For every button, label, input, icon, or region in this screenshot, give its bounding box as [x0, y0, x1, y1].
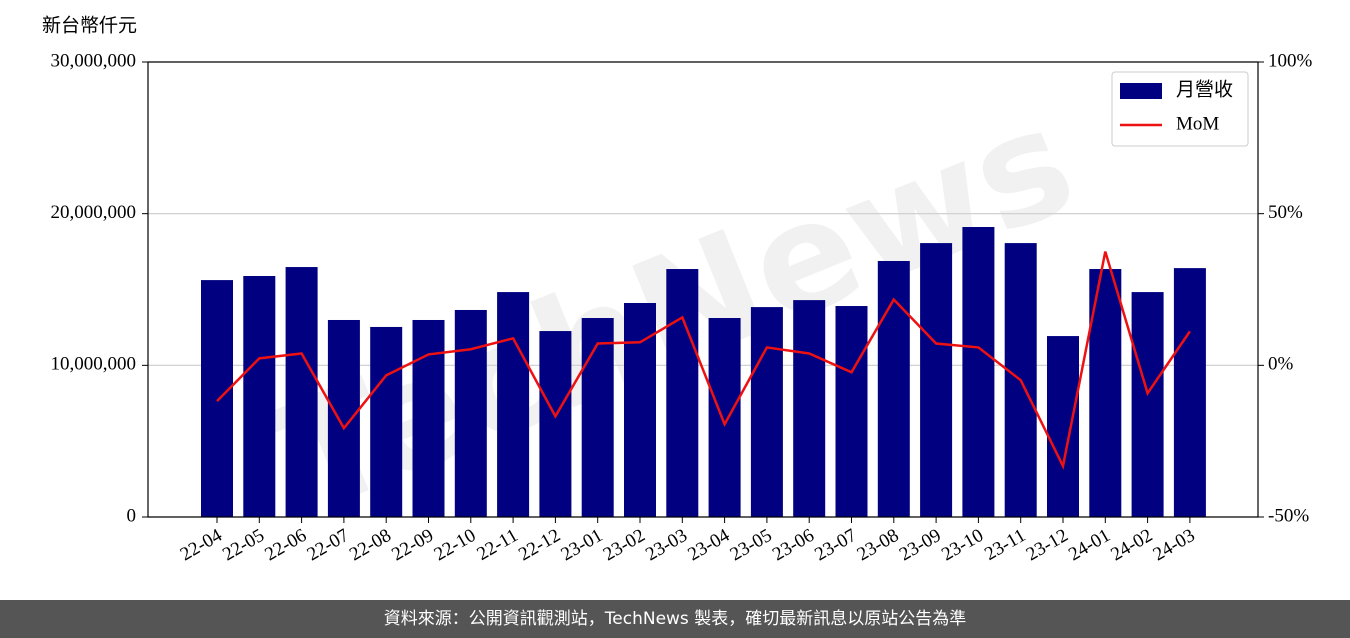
legend-label: MoM [1176, 113, 1219, 134]
bar [581, 318, 614, 517]
y-axis-label: 新台幣仟元 [42, 14, 137, 36]
y2-tick-label: 100% [1268, 50, 1313, 71]
x-tick-label: 23-03 [642, 525, 691, 565]
bar [877, 260, 910, 517]
x-tick-label: 23-01 [557, 525, 606, 565]
bar [962, 227, 995, 517]
bar [201, 280, 233, 517]
x-tick-label: 24-02 [1107, 525, 1156, 565]
y2-tick-label: -50% [1268, 505, 1309, 526]
footer: 資料來源：公開資訊觀測站，TechNews 製表，確切最新訊息以原站公告為準 [0, 600, 1350, 638]
x-tick-label: 23-05 [727, 525, 776, 565]
bar [750, 307, 783, 517]
line [216, 251, 1191, 470]
legend-label: 月營收 [1176, 78, 1233, 100]
x-tick-label: 22-11 [473, 525, 521, 565]
bar [285, 267, 318, 517]
x-tick-label: 23-04 [684, 525, 733, 566]
bar [412, 319, 445, 517]
x-tick-label: 22-04 [177, 525, 226, 566]
x-tick-label: 23-11 [981, 525, 1029, 565]
chart: 新台幣仟元 TechNews 010,000,00020,000,00030,0… [42, 14, 1313, 566]
bar [327, 319, 360, 517]
bar [539, 331, 572, 517]
y-tick-label: 10,000,000 [51, 354, 137, 375]
x-tick-label: 23-10 [938, 525, 987, 565]
x-tick-label: 22-06 [261, 525, 310, 565]
bar [1131, 292, 1164, 517]
x-tick-label: 22-10 [431, 525, 480, 565]
bar [1047, 336, 1079, 517]
bar [243, 276, 276, 517]
y-tick-label: 20,000,000 [51, 202, 137, 223]
bar [454, 309, 487, 517]
bar [666, 269, 699, 517]
bar [920, 243, 953, 517]
bar [497, 292, 530, 517]
y-tick-label: 30,000,000 [51, 50, 137, 71]
x-tick-label: 23-08 [854, 525, 903, 565]
y2-tick-label: 0% [1268, 354, 1294, 375]
y-tick-label: 0 [127, 505, 137, 526]
x-tick-label: 24-01 [1065, 525, 1114, 565]
x-tick-label: 23-09 [896, 525, 945, 565]
bar [793, 300, 826, 517]
x-tick-label: 23-07 [811, 525, 860, 565]
x-tick-label: 24-03 [1150, 525, 1199, 565]
bar [708, 318, 741, 517]
bar [835, 306, 868, 517]
x-tick-label: 23-06 [769, 525, 818, 565]
plot-frame [147, 61, 1259, 518]
bar [370, 326, 403, 517]
y2-tick-label: 50% [1268, 202, 1303, 223]
x-tick-label: 22-05 [219, 525, 268, 565]
bar [624, 302, 656, 517]
x-tick-label: 23-12 [1023, 525, 1072, 565]
x-tick-label: 22-12 [515, 525, 564, 565]
legend-swatch [1120, 83, 1162, 99]
x-tick-label: 22-09 [388, 525, 437, 565]
bar [1173, 268, 1206, 517]
x-tick-label: 23-02 [600, 525, 649, 565]
